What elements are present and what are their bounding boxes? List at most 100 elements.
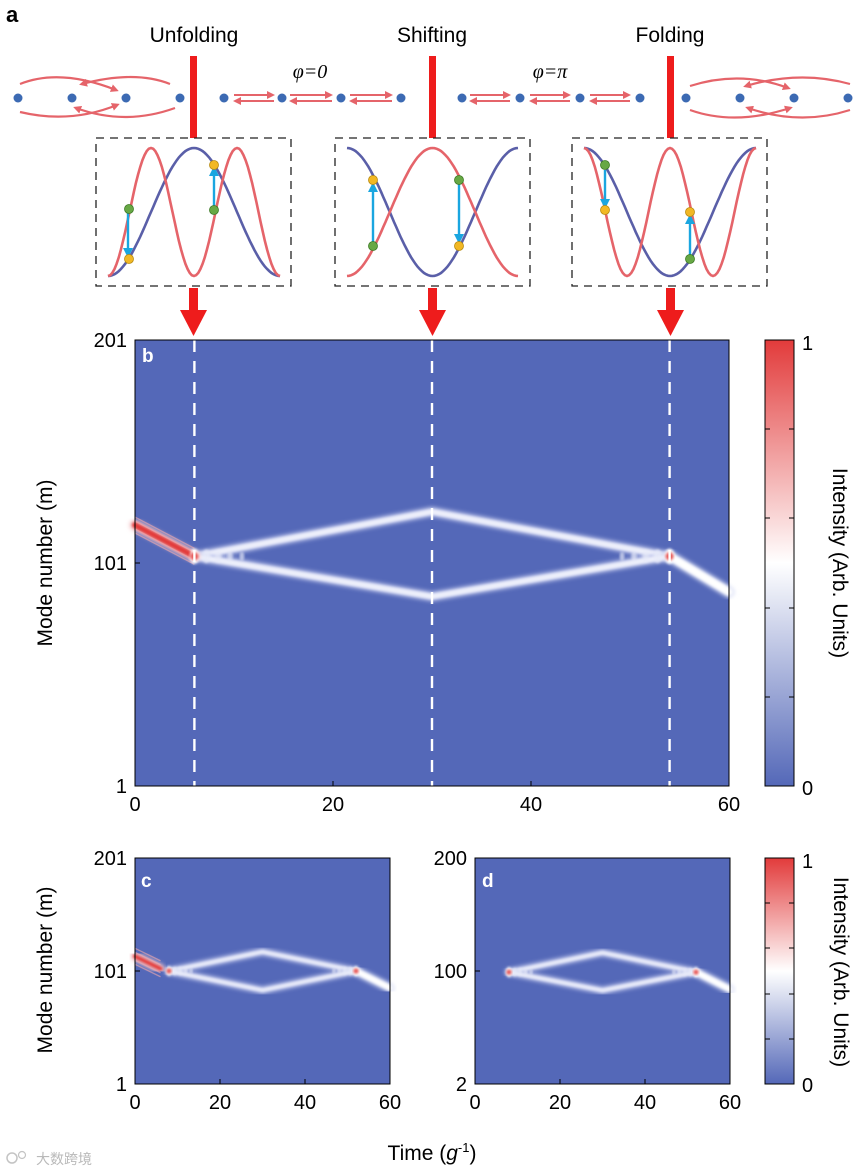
x-tick-label: 60	[719, 1092, 741, 1114]
lattice-node	[396, 93, 406, 103]
interference-spot	[214, 550, 222, 563]
colorbar-d-ticks	[765, 902, 794, 1040]
trajectory-outgoing	[353, 968, 393, 991]
trajectory-upper-branch	[507, 951, 698, 974]
panel-b-letter: b	[142, 346, 154, 367]
lattice-node	[843, 93, 853, 103]
inset-frame	[334, 137, 531, 287]
state-dot-yellow	[454, 241, 464, 251]
lattice-middle	[233, 91, 631, 105]
interference-spot	[342, 966, 348, 976]
coupling-arrow	[73, 105, 176, 119]
panel-c-letter: c	[141, 871, 152, 892]
trajectory-outgoing	[666, 552, 733, 596]
trajectory-incoming	[133, 954, 163, 971]
phase-label-pi: φ=π	[533, 61, 569, 83]
stage-bar	[667, 56, 674, 140]
lattice-node	[789, 93, 799, 103]
trajectory-lower-branch	[507, 970, 698, 992]
coupling-arrow	[745, 105, 851, 119]
y-tick-label: 201	[94, 848, 127, 870]
interference-spot	[189, 967, 193, 975]
state-dot-green	[209, 205, 219, 215]
interference-spot	[672, 969, 676, 976]
xlabel-superscript: -1	[458, 1140, 470, 1155]
state-dot-green	[124, 204, 134, 214]
inset-shifting	[334, 137, 531, 287]
colorbar-b-tick-min: 0	[802, 778, 813, 800]
state-dot-yellow	[368, 175, 378, 185]
band-red	[583, 146, 757, 278]
stage-bar	[189, 288, 198, 310]
heatmap-b-axes: 0 20 40 60 201 101 1	[94, 330, 741, 816]
x-tick-label: 60	[718, 794, 740, 816]
lattice-node	[681, 93, 691, 103]
trajectory-fringe	[134, 947, 161, 962]
trajectory-upper-branch	[167, 950, 358, 973]
lattice-node	[175, 93, 185, 103]
panel-a: a Unfolding Shifting Folding φ=0 φ=π	[6, 2, 853, 336]
interference-spot	[239, 551, 245, 561]
y-tick-label: 101	[94, 961, 127, 983]
interference-spot	[171, 966, 178, 976]
header-shifting: Shifting	[397, 24, 467, 47]
trajectory-outgoing	[693, 969, 733, 992]
heatmap-b-event-lines	[193, 340, 671, 786]
interference-spot	[677, 968, 682, 976]
x-tick-label: 0	[469, 1092, 480, 1114]
xlabel-g: g	[446, 1142, 458, 1165]
trajectory-fringe	[134, 528, 195, 561]
lattice-node	[67, 93, 77, 103]
interference-spot	[183, 967, 188, 975]
trajectory-lower-branch	[167, 969, 358, 992]
y-tick-label: 200	[434, 848, 467, 870]
state-dot-yellow	[124, 254, 134, 264]
heatmap-c-axes: 0 20 40 60 201 101 1	[94, 848, 402, 1114]
y-tick-label: 1	[116, 1074, 127, 1096]
state-dot-green	[600, 160, 610, 170]
interference-spot	[227, 550, 233, 562]
watermark-logo-icon	[6, 1152, 18, 1164]
lattice-right-nodes	[681, 93, 853, 103]
coupling-arrow	[743, 76, 851, 89]
band-blue	[583, 146, 757, 278]
inset-unfolding	[95, 137, 292, 287]
trajectory-incoming	[132, 522, 198, 560]
header-unfolding: Unfolding	[150, 24, 239, 47]
trajectory-fringe	[134, 516, 195, 549]
x-tick-label: 20	[549, 1092, 571, 1114]
state-dot-green	[454, 175, 464, 185]
lattice-right	[689, 76, 851, 119]
watermark-text: 大数跨境	[36, 1152, 92, 1168]
coupling-arrow	[79, 75, 171, 87]
y-tick-label: 201	[94, 330, 127, 352]
interference-spot	[523, 968, 528, 976]
stage-bar	[666, 288, 675, 310]
coupling-arrow	[689, 77, 791, 90]
interference-spot	[511, 967, 518, 977]
interference-spot	[682, 968, 688, 977]
interference-spot	[332, 967, 336, 975]
lattice-node	[735, 93, 745, 103]
lattice-node	[121, 93, 131, 103]
lattice-node	[13, 93, 23, 103]
lattice-middle-nodes	[219, 93, 645, 103]
interference-spot	[631, 550, 637, 562]
colorbar-b-label: Intensity (Arb. Units)	[828, 468, 851, 658]
heatmap-d-trajectory	[505, 949, 735, 994]
down-arrow-icon	[657, 310, 684, 336]
y-tick-label: 1	[116, 776, 127, 798]
trajectory-fringe	[134, 959, 161, 974]
down-arrow-icon	[180, 310, 207, 336]
interference-spot	[619, 551, 625, 561]
xlabel-close: )	[469, 1142, 476, 1165]
x-tick-label: 60	[379, 1092, 401, 1114]
y-tick-label: 100	[434, 961, 467, 983]
coupling-arrow	[19, 103, 120, 118]
interference-spot	[529, 969, 533, 976]
interference-peak	[693, 969, 699, 975]
x-tick-label: 0	[129, 794, 140, 816]
phase-label-0: φ=0	[293, 61, 328, 83]
interference-spot	[687, 967, 694, 977]
